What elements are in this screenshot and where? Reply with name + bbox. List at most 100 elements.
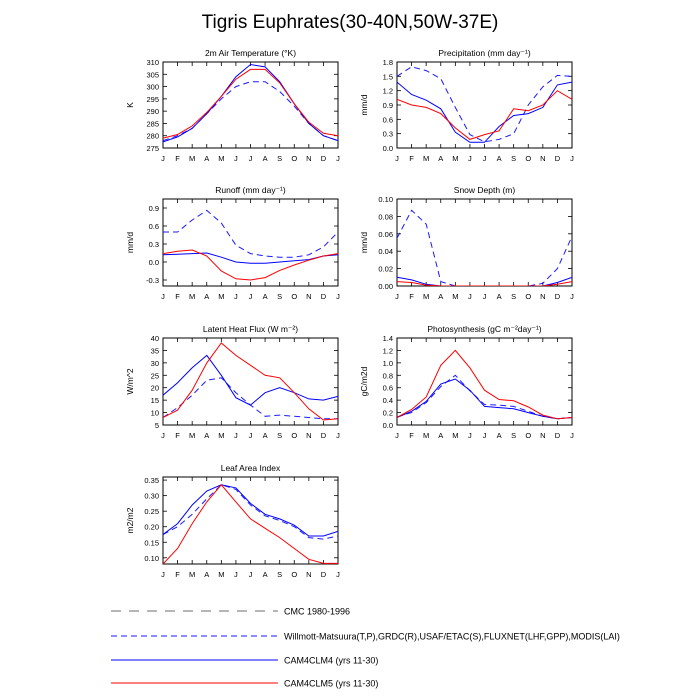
x-tick-label: J	[468, 154, 472, 163]
legend-label: Willmott-Matsuura(T,P),GRDC(R),USAF/ETAC…	[284, 632, 620, 642]
y-axis-label: W/m^2	[125, 368, 135, 394]
y-tick-label: 5	[155, 421, 159, 430]
x-tick-label: D	[321, 570, 327, 579]
x-tick-label: A	[438, 431, 443, 440]
y-axis-label: m2/m2	[125, 507, 135, 533]
y-tick-label: 0.0	[149, 258, 159, 267]
legend-label: CAM4CLM4 (yrs 11-30)	[284, 656, 378, 666]
y-tick-label: 0.08	[378, 212, 393, 221]
panel-5: Latent Heat Flux (W m⁻²) W/m^2 5 10 15 20 25 30…	[125, 324, 340, 440]
x-tick-label: O	[525, 292, 531, 301]
x-tick-label: M	[189, 431, 195, 440]
x-tick-label: D	[555, 431, 561, 440]
x-tick-label: J	[161, 570, 165, 579]
y-tick-label: 0.10	[378, 195, 393, 204]
y-tick-label: 0.3	[383, 130, 393, 139]
y-tick-label: 25	[151, 371, 159, 380]
x-tick-label: N	[306, 154, 311, 163]
x-tick-label: A	[204, 292, 209, 301]
x-tick-label: M	[452, 154, 458, 163]
x-tick-label: J	[161, 154, 165, 163]
x-tick-label: F	[175, 570, 180, 579]
series-line-2	[163, 252, 338, 264]
y-axis-label: mm/d	[359, 232, 369, 254]
series-line-1	[397, 66, 572, 143]
series-line-1	[163, 209, 338, 258]
series-line-3	[163, 484, 338, 564]
x-tick-label: D	[555, 292, 561, 301]
panel-title: Snow Depth (m)	[454, 185, 516, 195]
y-tick-label: 0.06	[378, 230, 393, 239]
x-tick-label: M	[423, 292, 429, 301]
x-tick-label: A	[497, 292, 502, 301]
x-tick-label: M	[452, 431, 458, 440]
x-tick-label: O	[291, 292, 297, 301]
x-tick-label: S	[511, 154, 516, 163]
series-line-2	[397, 276, 572, 286]
y-tick-label: 1.2	[383, 346, 393, 355]
y-tick-label: 305	[146, 70, 159, 79]
y-tick-label: 1.0	[383, 359, 393, 368]
legend-label: CAM4CLM5 (yrs 11-30)	[284, 679, 378, 689]
x-tick-label: J	[336, 154, 340, 163]
x-tick-label: O	[291, 154, 297, 163]
x-tick-label: M	[189, 570, 195, 579]
series-line-2	[163, 484, 338, 537]
panel-title: Leaf Area Index	[221, 463, 281, 473]
x-tick-label: A	[438, 292, 443, 301]
x-tick-label: D	[555, 154, 561, 163]
y-tick-label: 0.02	[378, 265, 393, 274]
y-tick-label: -0.3	[146, 276, 159, 285]
y-tick-label: 35	[151, 346, 159, 355]
legend-entry-2: Willmott-Matsuura(T,P),GRDC(R),USAF/ETAC…	[111, 632, 620, 642]
y-tick-label: 0.35	[144, 476, 159, 485]
x-tick-label: A	[204, 154, 209, 163]
series-line-3	[163, 342, 338, 421]
x-tick-label: J	[483, 431, 487, 440]
x-tick-label: J	[468, 431, 472, 440]
x-tick-label: A	[438, 154, 443, 163]
x-tick-label: N	[306, 570, 311, 579]
series-line-3	[397, 90, 572, 140]
x-tick-label: F	[175, 154, 180, 163]
x-tick-label: J	[249, 154, 253, 163]
x-tick-label: M	[423, 154, 429, 163]
y-tick-label: 1.8	[383, 58, 393, 67]
y-tick-label: 0.0	[383, 421, 393, 430]
y-tick-label: 0.9	[149, 204, 159, 213]
y-tick-label: 0.2	[383, 409, 393, 418]
x-tick-label: D	[321, 154, 327, 163]
x-tick-label: S	[511, 292, 516, 301]
y-tick-label: 40	[151, 334, 159, 343]
x-tick-label: F	[409, 431, 414, 440]
legend-entry-4: CAM4CLM5 (yrs 11-30)	[111, 679, 378, 689]
x-tick-label: S	[277, 292, 282, 301]
y-tick-label: 0.10	[144, 554, 159, 563]
panel-4: Snow Depth (m) mm/d 0.00 0.02 0.04 0.06 0.08 0.…	[359, 185, 574, 301]
x-tick-label: J	[483, 292, 487, 301]
x-tick-label: J	[161, 292, 165, 301]
x-tick-label: J	[161, 431, 165, 440]
x-tick-label: J	[395, 292, 399, 301]
y-tick-label: 275	[146, 144, 159, 153]
panel-3: Runoff (mm day⁻¹)mm/d-0.30.00.30.60.9J F M…	[125, 185, 340, 301]
series-line-2	[397, 378, 572, 420]
x-tick-label: A	[263, 431, 268, 440]
y-tick-label: 0.00	[378, 282, 393, 291]
x-tick-label: O	[525, 154, 531, 163]
x-tick-label: A	[263, 154, 268, 163]
x-tick-label: M	[218, 154, 224, 163]
x-tick-label: M	[218, 570, 224, 579]
y-tick-label: 10	[151, 409, 159, 418]
y-axis-label: gC/m2d	[359, 366, 369, 396]
x-tick-label: O	[525, 431, 531, 440]
x-tick-label: F	[175, 431, 180, 440]
x-tick-label: J	[234, 292, 238, 301]
series-line-3	[397, 281, 572, 286]
series-line-1	[163, 377, 338, 420]
y-tick-label: 0.8	[383, 371, 393, 380]
y-tick-label: 280	[146, 132, 159, 141]
x-tick-label: F	[175, 292, 180, 301]
y-tick-label: 295	[146, 95, 159, 104]
